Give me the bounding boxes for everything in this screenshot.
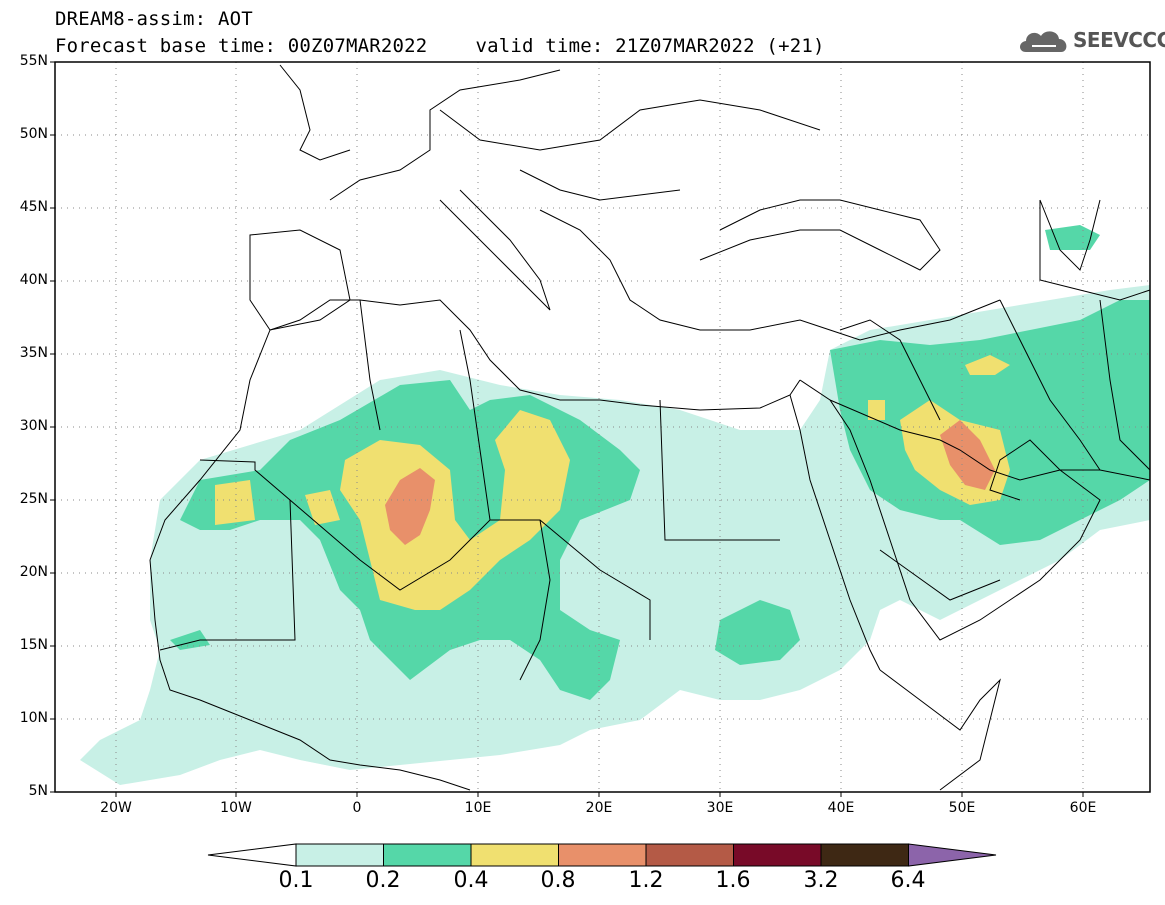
lat-label: 15N: [19, 637, 48, 653]
lon-label: 10E: [464, 800, 492, 816]
colorbar-cell: [558, 843, 647, 867]
lon-label: 10W: [220, 800, 252, 816]
colorbar-over-arrow: [908, 843, 997, 867]
map-subtitle: Forecast base time: 00Z07MAR2022 valid ti…: [55, 35, 825, 57]
tick-marks: [50, 61, 1084, 797]
colorbar-label: 1.2: [628, 868, 664, 893]
lat-label: 30N: [19, 418, 48, 434]
lat-label: 35N: [19, 345, 48, 361]
colorbar-label: 6.4: [890, 868, 926, 893]
logo-text: SEEVCCC: [1073, 28, 1165, 52]
colorbar-cell: [820, 843, 909, 867]
valid-time: valid time: 21Z07MAR2022 (+21): [475, 35, 825, 57]
colorbar-label: 3.2: [803, 868, 839, 893]
lat-label: 5N: [28, 783, 48, 799]
colorbar-label: 0.1: [278, 868, 314, 893]
aot-field: [80, 225, 1150, 785]
colorbar-cell: [733, 843, 822, 867]
lat-label: 40N: [19, 272, 48, 288]
colorbar-label: 0.2: [365, 868, 401, 893]
colorbar-label: 0.4: [453, 868, 489, 893]
map-title: DREAM8-assim: AOT: [55, 8, 253, 30]
lat-label: 10N: [19, 710, 48, 726]
lon-label: 20W: [100, 800, 132, 816]
lon-label: 0: [352, 800, 362, 816]
lon-label: 40E: [827, 800, 855, 816]
lon-label: 60E: [1069, 800, 1097, 816]
lon-label: 20E: [585, 800, 613, 816]
base-time: Forecast base time: 00Z07MAR2022: [55, 35, 428, 57]
lon-label: 50E: [948, 800, 976, 816]
colorbar-cell: [383, 843, 472, 867]
colorbar-cell: [295, 843, 384, 867]
lat-label: 50N: [19, 126, 48, 142]
lat-label: 45N: [19, 199, 48, 215]
colorbar-under-arrow: [207, 843, 297, 867]
colorbar-cell: [470, 843, 559, 867]
lon-label: 30E: [706, 800, 734, 816]
seevccc-logo: SEEVCCC: [1018, 26, 1165, 56]
coastlines: [149, 64, 1151, 791]
lat-label: 20N: [19, 564, 48, 580]
colorbar-label: 1.6: [715, 868, 751, 893]
lat-label: 25N: [19, 491, 48, 507]
lat-label: 55N: [19, 53, 48, 69]
cloud-icon: [1020, 31, 1067, 52]
colorbar-label: 0.8: [540, 868, 576, 893]
colorbar-cell: [645, 843, 734, 867]
